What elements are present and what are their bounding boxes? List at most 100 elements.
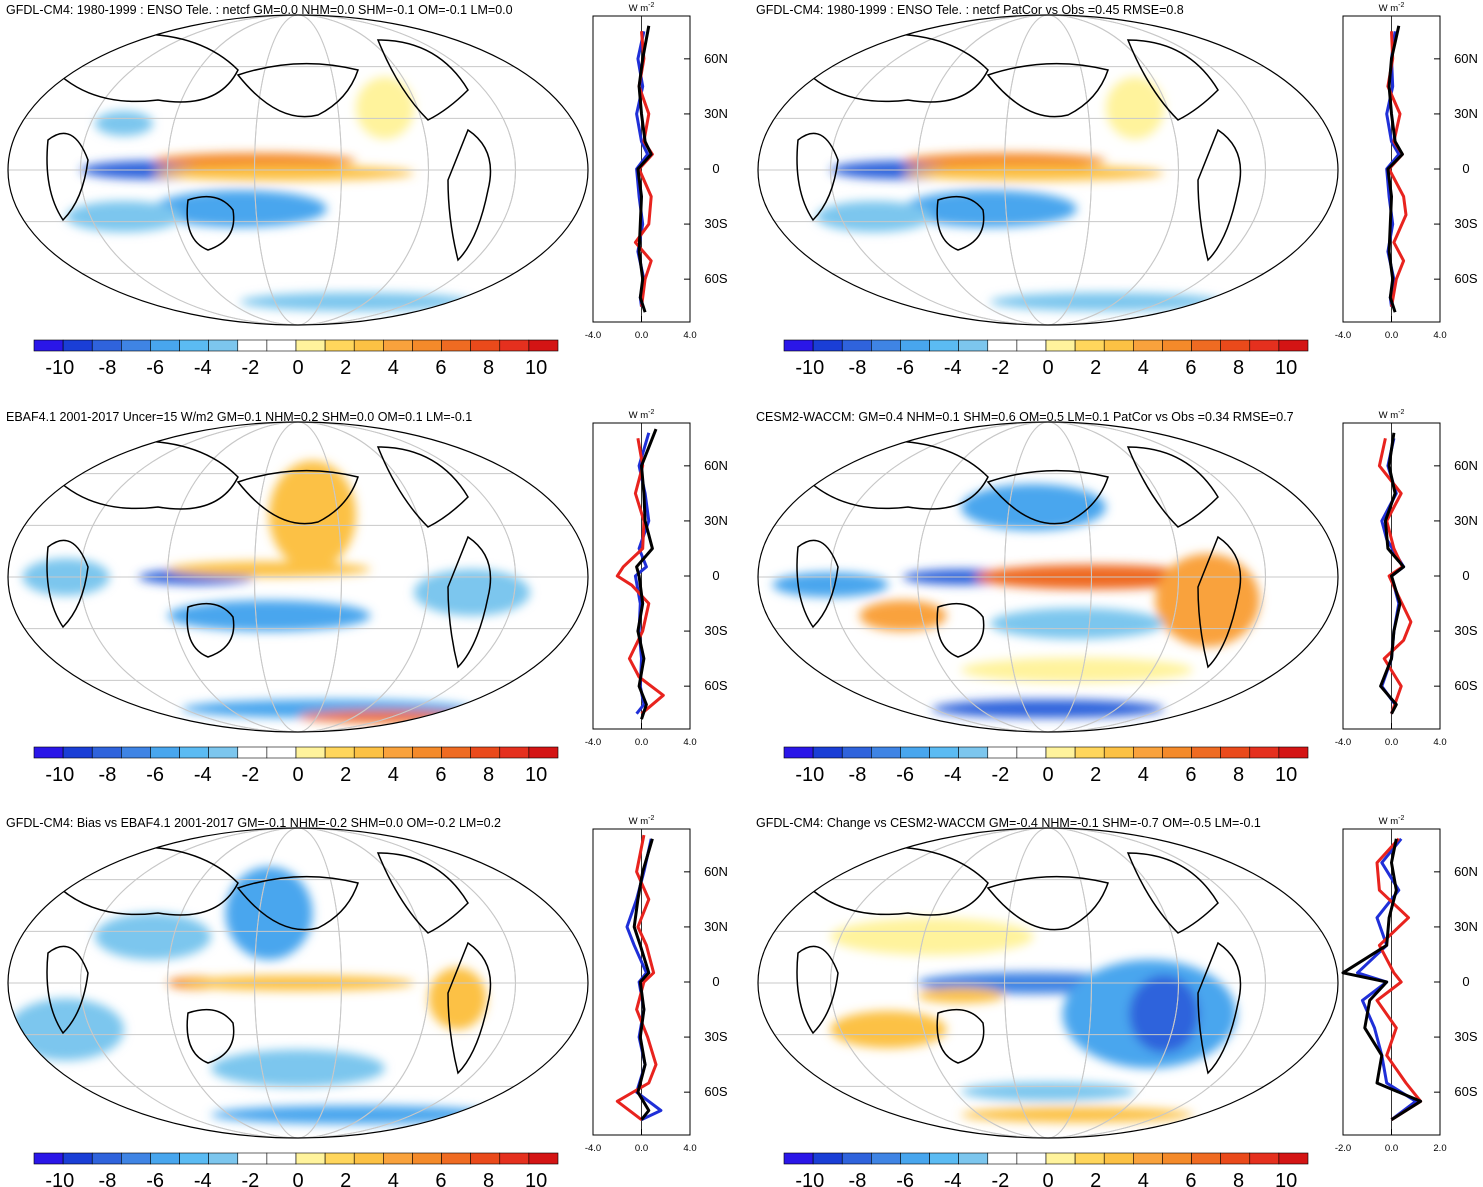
colorbar-tick-label: 6 — [435, 764, 446, 786]
coastline — [186, 1008, 235, 1064]
map-field — [758, 422, 1338, 732]
graticule-lon — [1004, 422, 1092, 732]
anomaly-region — [240, 292, 472, 312]
graticule-lon — [830, 15, 1266, 325]
colorbar-tick-label: -6 — [896, 764, 914, 786]
colorbar-swatch — [237, 1152, 268, 1165]
colorbar-swatch — [441, 1152, 471, 1165]
colorbar-swatch — [812, 339, 843, 352]
colorbar-swatch — [383, 1152, 413, 1165]
colorbar-swatch — [1074, 339, 1105, 352]
colorbar-swatch — [1278, 746, 1309, 759]
colorbar-swatch — [441, 339, 471, 352]
lat-tick-label: 60N — [1454, 458, 1478, 473]
graticule-lon — [80, 15, 516, 325]
colorbar-swatch — [1191, 746, 1221, 759]
colorbar-swatch — [1249, 1152, 1280, 1165]
colorbar-tick-label: -10 — [45, 357, 74, 379]
colorbar-swatch — [470, 1152, 501, 1165]
zonal-unit-label: W m-2 — [629, 409, 655, 421]
zonal-line-diff — [1379, 432, 1406, 715]
colorbar-swatch — [62, 339, 93, 352]
colorbar-swatch — [1191, 339, 1221, 352]
coastline — [1126, 852, 1219, 934]
lat-tick-label: 60S — [704, 271, 727, 286]
colorbar-tick-label: 4 — [1138, 1170, 1149, 1187]
zonal-line-diff — [636, 25, 653, 313]
colorbar-tick-label: 0 — [292, 764, 303, 786]
colorbar-tick-label: 6 — [1185, 357, 1196, 379]
anomaly-region — [66, 201, 182, 232]
zonal-line-obs — [1377, 437, 1413, 715]
colorbar-swatch — [1249, 339, 1280, 352]
colorbar-tick-label: 0 — [1042, 357, 1053, 379]
colorbar-swatch — [150, 746, 180, 759]
colorbar-tick-label: 6 — [435, 357, 446, 379]
zonal-line-diff — [635, 428, 658, 720]
colorbar-tick-label: -10 — [795, 764, 824, 786]
zonal-x-tick-label: 0.0 — [635, 737, 648, 748]
anomaly-region — [932, 699, 1164, 719]
colorbar-tick-label: 6 — [435, 1170, 446, 1187]
colorbar-swatch — [900, 339, 930, 352]
colorbar-swatch — [958, 339, 989, 352]
colorbar-swatch — [958, 746, 989, 759]
lat-tick-label: 30N — [704, 919, 728, 934]
colorbar-swatch — [237, 339, 268, 352]
coastline — [46, 539, 89, 629]
lat-tick-label: 30S — [1454, 216, 1477, 231]
colorbar-tick-label: 4 — [1138, 764, 1149, 786]
colorbar-tick-label: 10 — [525, 764, 547, 786]
anomaly-region — [167, 600, 371, 632]
colorbar-swatch — [1220, 746, 1251, 759]
colorbar-swatch — [871, 1152, 901, 1165]
anomaly-region — [830, 1010, 947, 1049]
colorbar-tick-label: 4 — [388, 764, 399, 786]
colorbar-tick-label: 10 — [1275, 357, 1297, 379]
colorbar-swatch — [121, 1152, 151, 1165]
colorbar-swatch — [1220, 1152, 1251, 1165]
colorbar-swatch — [871, 339, 901, 352]
colorbar-swatch — [412, 339, 442, 352]
colorbar-tick-label: 0 — [1042, 1170, 1053, 1187]
colorbar-tick-label: 2 — [340, 764, 351, 786]
lat-tick-label: 0 — [712, 568, 719, 583]
zonal-x-tick-label: 4.0 — [1433, 737, 1446, 748]
zonal-x-tick-label: 0.0 — [635, 1143, 648, 1154]
anomaly-region — [961, 1107, 1193, 1123]
colorbar-swatch — [1191, 1152, 1221, 1165]
colorbar-swatch — [1074, 1152, 1105, 1165]
lat-tick-label: 30S — [704, 1029, 727, 1044]
anomaly-region — [990, 608, 1164, 639]
graticule-lon — [167, 15, 429, 325]
graticule-lon — [917, 422, 1179, 732]
colorbar-swatch — [1220, 339, 1251, 352]
colorbar-tick-label: 10 — [525, 1170, 547, 1187]
colorbar-swatch — [208, 1152, 239, 1165]
coastline — [186, 195, 235, 251]
zonal-line-diff — [632, 838, 654, 1121]
colorbar-tick-label: -2 — [991, 1170, 1009, 1187]
graticule-lon — [1004, 828, 1092, 1138]
panel-title: CESM2-WACCM: GM=0.4 NHM=0.1 SHM=0.6 OM=0… — [756, 410, 1294, 424]
panel-title: GFDL-CM4: 1980-1999 : ENSO Tele. : netcf… — [756, 3, 1184, 17]
zonal-x-tick-label: -4.0 — [1335, 330, 1351, 341]
colorbar-tick-label: -6 — [146, 357, 164, 379]
colorbar-swatch — [1133, 1152, 1163, 1165]
graticule-lon — [830, 422, 1266, 732]
coastline — [46, 945, 89, 1035]
lat-tick-label: 60N — [1454, 864, 1478, 879]
colorbar-swatch — [900, 1152, 930, 1165]
lat-tick-label: 30S — [1454, 623, 1477, 638]
coastline — [1197, 535, 1242, 669]
colorbar-tick-label: -8 — [99, 357, 117, 379]
lat-tick-label: 60S — [704, 678, 727, 693]
map-field — [8, 15, 588, 325]
colorbar-tick-label: -2 — [241, 357, 259, 379]
lat-tick-label: 60S — [1454, 678, 1477, 693]
colorbar-swatch — [499, 746, 530, 759]
colorbar-swatch — [179, 1152, 209, 1165]
colorbar-tick-label: -8 — [849, 764, 867, 786]
colorbar-swatch — [208, 339, 239, 352]
colorbar-tick-label: -2 — [991, 357, 1009, 379]
